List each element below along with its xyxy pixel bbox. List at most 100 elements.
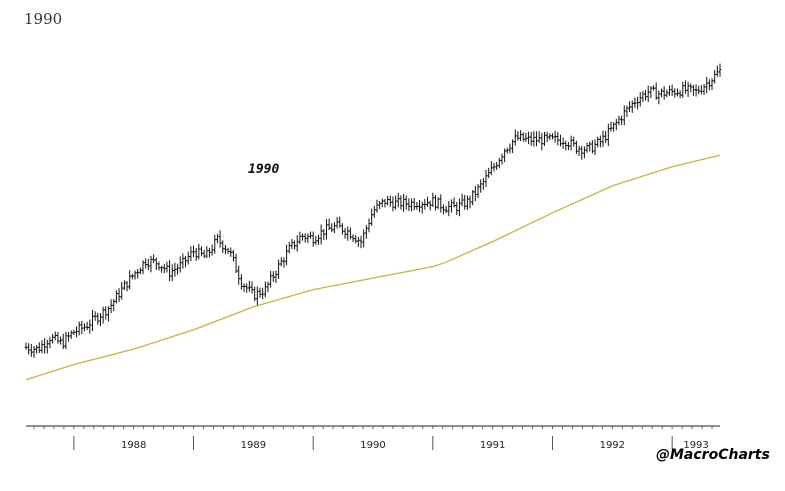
price-bar — [170, 264, 174, 282]
price-bar — [654, 82, 658, 100]
price-bar — [69, 330, 73, 339]
price-bar — [540, 132, 544, 151]
price-bar — [43, 338, 47, 354]
x-axis-tick-label: 1989 — [241, 440, 266, 451]
price-bar — [200, 246, 203, 257]
price-bar — [216, 233, 219, 244]
price-bar — [133, 270, 137, 280]
price-bar — [391, 196, 395, 212]
price-bar — [620, 115, 624, 125]
price-bar — [27, 343, 31, 355]
price-bar — [463, 194, 467, 210]
price-bar — [359, 235, 363, 249]
price-bar — [53, 331, 57, 341]
price-bar — [202, 249, 206, 259]
price-bar — [585, 142, 589, 153]
price-bar — [402, 194, 405, 212]
page-title: 1990 — [24, 10, 63, 28]
price-bar — [306, 233, 310, 244]
price-bar — [394, 195, 398, 210]
price-bar — [527, 131, 530, 145]
x-axis-tick-label: 1992 — [600, 440, 625, 451]
price-bar — [309, 231, 312, 239]
price-bar — [412, 198, 416, 211]
price-bar — [442, 204, 445, 215]
price-bar — [460, 193, 464, 207]
price-bar — [625, 105, 629, 117]
price-bar — [606, 123, 610, 147]
price-bar — [407, 198, 411, 212]
price-bars-layer — [24, 63, 722, 358]
price-bar — [189, 246, 193, 261]
price-bar — [572, 136, 576, 147]
price-bar — [346, 226, 350, 241]
x-axis-tick-label: 1993 — [683, 440, 708, 451]
price-bar — [604, 130, 608, 143]
price-bar — [317, 234, 320, 245]
price-bar — [301, 233, 304, 241]
price-bar — [601, 130, 605, 147]
price-bar — [285, 244, 288, 266]
price-bar — [72, 329, 76, 336]
price-bar — [396, 192, 400, 208]
price-bar — [322, 229, 326, 241]
price-bar — [197, 243, 201, 260]
price-bar — [93, 311, 97, 321]
price-bar — [367, 218, 371, 233]
price-bar — [559, 134, 562, 147]
price-bar — [85, 321, 89, 331]
price-bar — [107, 306, 110, 322]
price-bar — [343, 228, 347, 239]
price-bar — [184, 256, 187, 268]
price-bar — [662, 86, 666, 100]
price-bar — [465, 195, 469, 211]
price-bar — [218, 230, 222, 248]
price-bar — [234, 253, 238, 273]
moving-average-line — [25, 154, 721, 381]
price-bar — [689, 83, 693, 93]
price-bar — [487, 167, 491, 178]
price-bar — [290, 238, 294, 249]
price-bar — [160, 265, 164, 273]
price-bar — [232, 249, 235, 262]
price-bar — [333, 222, 336, 234]
price-bar — [543, 132, 546, 146]
price-bar — [513, 129, 517, 146]
price-bar — [652, 85, 655, 91]
price-bar — [341, 223, 344, 235]
price-bar — [282, 257, 286, 268]
price-bar — [99, 313, 102, 327]
price-bar — [372, 205, 376, 218]
price-bar — [279, 257, 283, 267]
price-bar — [492, 162, 496, 172]
price-bar — [636, 96, 639, 110]
price-bar — [378, 200, 382, 210]
price-bar — [45, 339, 49, 354]
price-bar — [258, 287, 262, 298]
price-bar — [500, 153, 504, 165]
price-bar — [56, 331, 60, 344]
price-bar — [274, 270, 278, 283]
price-bar — [564, 140, 568, 151]
price-bar — [229, 247, 233, 257]
price-bar — [529, 131, 533, 146]
price-bar — [40, 340, 44, 354]
price-bar — [415, 202, 419, 210]
price-bar — [221, 240, 225, 254]
price-bar — [418, 199, 421, 213]
price-bar — [250, 281, 254, 294]
price-bar — [122, 280, 126, 291]
price-bar — [399, 195, 403, 210]
price-bar — [178, 256, 182, 273]
price-bar — [112, 298, 116, 312]
price-bar — [51, 333, 54, 344]
price-bar — [622, 105, 626, 126]
price-bar — [181, 253, 185, 269]
watermark: @MacroCharts — [656, 447, 770, 463]
price-bar — [673, 88, 677, 98]
x-axis-tick-label: 1990 — [360, 440, 385, 451]
price-bar — [697, 85, 701, 95]
price-bar — [580, 145, 584, 160]
price-bar — [694, 84, 698, 97]
price-bar — [356, 236, 360, 247]
